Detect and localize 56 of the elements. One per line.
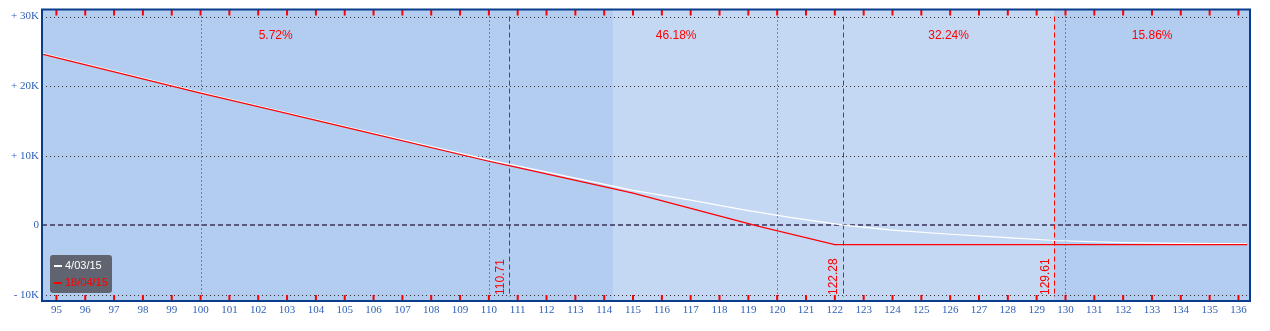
x-tick-label: 130 [1057, 303, 1075, 316]
x-tick-label: 102 [249, 303, 267, 316]
x-tick-label: 128 [999, 303, 1017, 316]
x-tick-label: 106 [365, 303, 383, 316]
x-tick-label: 133 [1143, 303, 1161, 316]
annotation: 32.24% [928, 27, 970, 42]
x-tick-label: 119 [740, 303, 757, 316]
x-tick-label: 96 [79, 303, 92, 316]
annotation: 46.18% [655, 27, 697, 42]
x-tick-label: 136 [1230, 303, 1248, 316]
x-tick-label: 126 [941, 303, 959, 316]
x-tick-label: 98 [137, 303, 149, 316]
x-tick-label: 97 [108, 303, 121, 316]
x-tick-label: 111 [509, 303, 526, 316]
ref-line-label: 110.71 [492, 258, 507, 295]
x-tick-label: 132 [1114, 303, 1132, 316]
x-tick-label: 118 [711, 303, 729, 316]
x-tick-label: 101 [221, 303, 238, 316]
ref-line-label: 129.61 [1037, 257, 1052, 295]
x-tick-label: 105 [336, 303, 354, 316]
x-tick-label: 124 [884, 303, 902, 316]
annotation: 5.72% [258, 27, 294, 42]
x-tick-label: 107 [394, 303, 412, 316]
x-tick-label: 122 [826, 303, 844, 316]
x-tick-label: 135 [1201, 303, 1219, 316]
x-tick-label: 120 [768, 303, 786, 316]
x-tick-label: 131 [1086, 303, 1103, 316]
x-tick-label: 110 [480, 303, 498, 316]
x-tick-label: 100 [192, 303, 210, 316]
x-tick-label: 117 [682, 303, 700, 316]
y-tick-label: + 30K [11, 9, 40, 22]
y-tick-label: - 10K [13, 287, 40, 300]
y-tick-label: + 10K [11, 148, 40, 161]
x-tick-label: 114 [596, 303, 613, 316]
x-tick-label: 104 [307, 303, 325, 316]
x-tick-label: 108 [422, 303, 440, 316]
y-tick-label: 0 [33, 218, 40, 231]
ref-line-label: 122.28 [826, 257, 841, 295]
x-tick-label: 113 [567, 303, 584, 316]
x-tick-label: 116 [653, 303, 671, 316]
x-tick-label: 112 [538, 303, 555, 316]
x-tick-label: 95 [50, 303, 63, 316]
x-tick-label: 127 [970, 303, 988, 316]
x-tick-label: 109 [451, 303, 469, 316]
y-tick-label: + 20K [11, 78, 40, 91]
x-tick-label: 129 [1028, 303, 1046, 316]
annotation: 15.86% [1131, 27, 1173, 42]
x-tick-label: 121 [797, 303, 815, 316]
legend-label: 18/04/15 [65, 276, 108, 288]
x-tick-label: 125 [913, 303, 931, 316]
x-tick-label: 99 [166, 303, 178, 316]
x-tick-label: 115 [624, 303, 642, 316]
x-tick-label: 103 [278, 303, 296, 316]
legend-label: 4/03/15 [65, 259, 102, 271]
x-tick-label: 134 [1172, 303, 1190, 316]
x-tick-label: 123 [855, 303, 873, 316]
